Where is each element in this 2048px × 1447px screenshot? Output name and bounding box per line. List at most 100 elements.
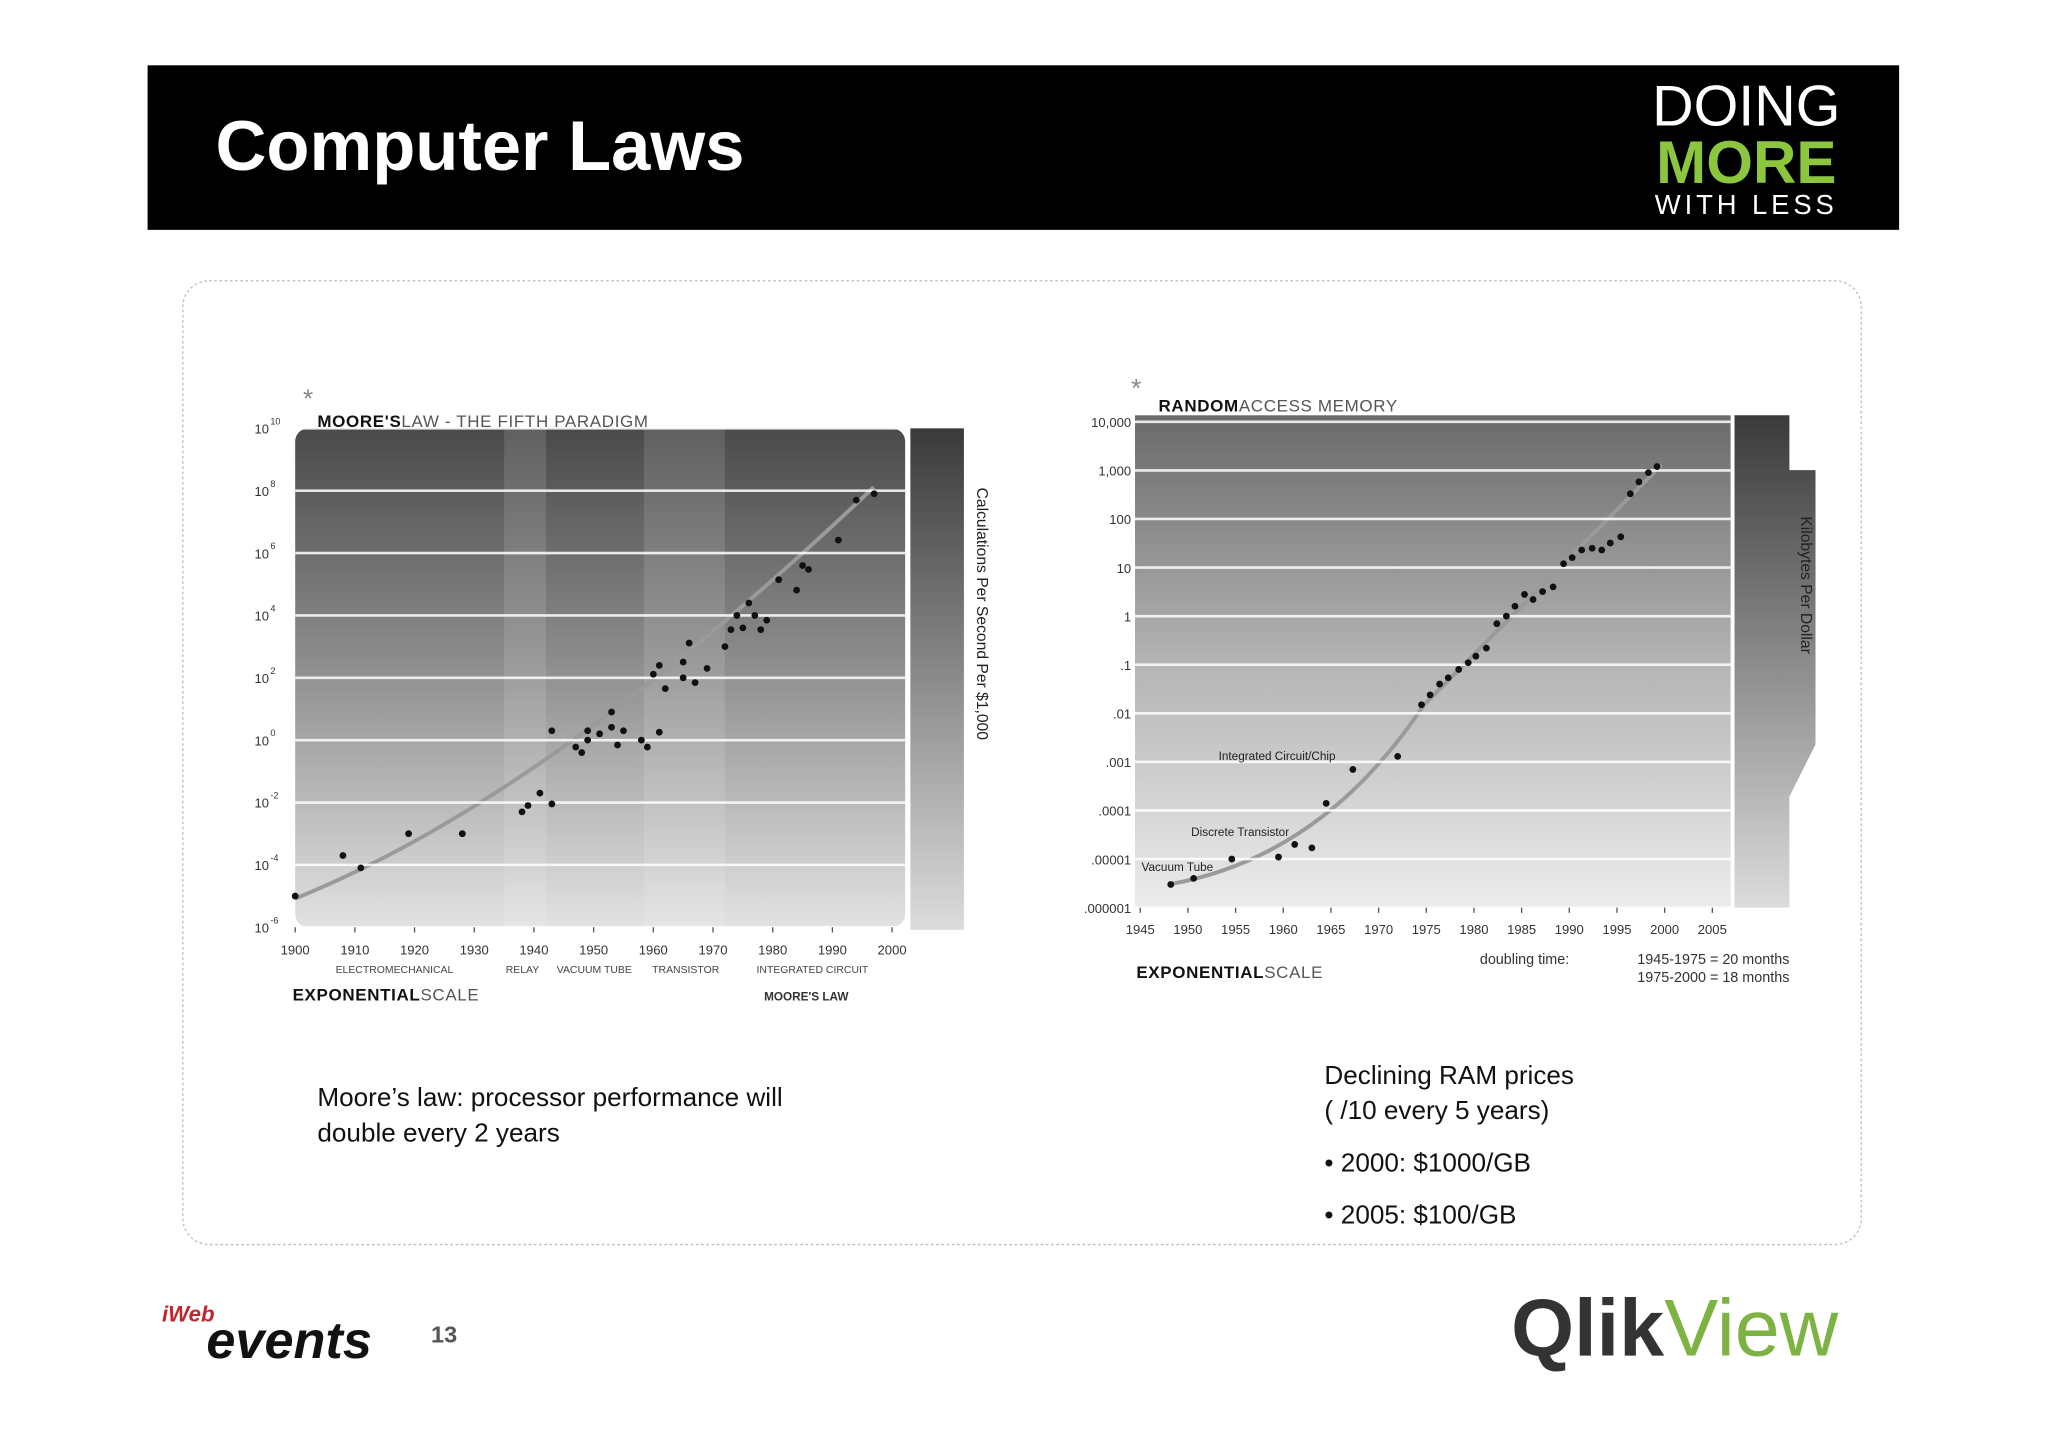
data-point: [405, 830, 412, 838]
x-tick-label: 1965: [1316, 922, 1345, 937]
annotation: Integrated Circuit/Chip: [1219, 750, 1336, 763]
chart-title-light: ACCESS MEMORY: [1239, 396, 1398, 415]
y-tick-exponent: 4: [270, 604, 275, 614]
chart-title-bold: RANDOM: [1159, 396, 1239, 415]
vendor-logo-part: View: [1664, 1284, 1839, 1374]
x-tick-label: 1960: [1269, 922, 1298, 937]
caption-line: Declining RAM prices: [1324, 1060, 1574, 1090]
data-point: [643, 743, 651, 751]
header-band: [147, 65, 1900, 230]
y-tick-label: 10: [255, 796, 270, 811]
data-point: [608, 723, 615, 731]
data-point: [584, 736, 592, 744]
data-point: [1472, 652, 1480, 660]
data-point: [608, 708, 615, 716]
data-point: [1493, 620, 1501, 628]
y-tick-label: 1: [1124, 609, 1131, 624]
y-tick-label: 1,000: [1098, 464, 1131, 479]
data-point: [679, 674, 687, 682]
vendor-logo-part: Qlik: [1511, 1284, 1665, 1374]
data-point: [1275, 853, 1282, 861]
data-point: [458, 830, 466, 838]
x-tick-label: 1930: [460, 943, 489, 958]
data-point: [727, 626, 735, 634]
x-tick-label: 1975: [1412, 922, 1441, 937]
doubling-line: 1975-2000 = 18 months: [1637, 970, 1789, 986]
data-point: [1539, 588, 1547, 596]
color-strip: [1734, 415, 1816, 908]
data-point: [572, 743, 580, 751]
data-point: [536, 789, 544, 797]
x-tick-label: 1995: [1602, 922, 1631, 937]
y-tick-label: 10: [1117, 561, 1132, 576]
data-point: [524, 802, 532, 809]
y-tick-label: 100: [1109, 512, 1131, 527]
data-point: [1418, 701, 1425, 709]
era-label: RELAY: [506, 965, 539, 976]
data-point: [852, 496, 860, 504]
chart-title-bold: MOORE'S: [317, 412, 401, 431]
data-point: [596, 730, 603, 738]
caption-line: double every 2 years: [317, 1117, 559, 1147]
data-point: [1349, 766, 1357, 773]
x-tick-label: 1945: [1126, 922, 1155, 937]
y-tick-label: .001: [1106, 755, 1131, 770]
y-tick-label: 10: [255, 733, 270, 748]
data-point: [1645, 469, 1652, 477]
data-point: [834, 536, 842, 544]
chart-title: RANDOMACCESS MEMORY: [1159, 396, 1398, 415]
scale-label: EXPONENTIALSCALE: [293, 985, 480, 1004]
data-point: [1436, 680, 1444, 688]
caption-line: Moore’s law: processor performance will: [317, 1082, 782, 1112]
logo-line: DOING: [1652, 74, 1840, 138]
x-tick-label: 1920: [400, 943, 429, 958]
data-point: [661, 685, 669, 692]
data-point: [1394, 752, 1402, 760]
data-point: [1549, 583, 1557, 591]
data-point: [1291, 841, 1299, 848]
y-axis-label: Calculations Per Second Per $1,000: [973, 488, 990, 741]
color-strip: [910, 428, 964, 930]
data-point: [1228, 855, 1236, 863]
scale-label-light: SCALE: [1264, 963, 1323, 982]
data-point: [745, 599, 753, 607]
data-point: [733, 612, 741, 619]
x-tick-label: 1960: [639, 943, 668, 958]
data-point: [721, 643, 729, 651]
data-point: [685, 639, 693, 647]
data-point: [870, 490, 878, 498]
data-point: [1190, 874, 1198, 882]
x-tick-label: 1900: [281, 943, 310, 958]
y-tick-exponent: 6: [270, 541, 275, 551]
x-tick-label: 2000: [1650, 922, 1679, 937]
data-point: [805, 565, 812, 573]
y-tick-label: .1: [1120, 658, 1131, 673]
x-tick-label: 1970: [698, 943, 727, 958]
data-point: [691, 679, 699, 687]
data-point: [1322, 799, 1330, 807]
data-point: [703, 665, 711, 672]
slide-title: Computer Laws: [216, 106, 745, 185]
x-tick-label: 1950: [1173, 922, 1202, 937]
y-tick-label: 10: [255, 671, 270, 686]
x-tick-label: 1955: [1221, 922, 1250, 937]
y-tick-exponent: -2: [270, 791, 278, 801]
y-tick-label: 10: [255, 609, 270, 624]
data-point: [1588, 544, 1596, 552]
data-point: [620, 727, 627, 735]
data-point: [655, 728, 663, 736]
caption-line: ( /10 every 5 years): [1324, 1095, 1549, 1125]
scale-label-light: SCALE: [420, 985, 479, 1004]
data-point: [655, 661, 663, 669]
doubling-line: 1945-1975 = 20 months: [1637, 952, 1789, 968]
y-tick-label: .01: [1113, 707, 1131, 722]
data-point: [1578, 546, 1586, 554]
data-point: [1529, 596, 1537, 603]
data-point: [1521, 591, 1528, 598]
x-tick-label: 1990: [1555, 922, 1584, 937]
annotation: Discrete Transistor: [1191, 826, 1289, 839]
era-label: TRANSISTOR: [652, 965, 720, 976]
data-point: [1455, 666, 1463, 673]
y-tick-label: 10: [255, 546, 270, 561]
